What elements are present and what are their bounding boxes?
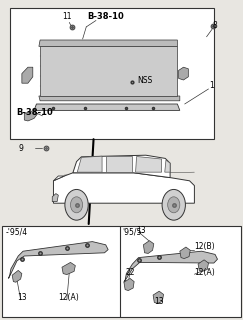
- Text: B-38-10: B-38-10: [87, 12, 124, 21]
- Text: 8: 8: [213, 21, 217, 30]
- Polygon shape: [24, 110, 38, 121]
- Polygon shape: [124, 251, 217, 282]
- Polygon shape: [106, 156, 132, 172]
- Polygon shape: [153, 291, 164, 303]
- Polygon shape: [124, 278, 134, 291]
- Circle shape: [65, 189, 88, 220]
- Text: 1: 1: [209, 81, 214, 90]
- Polygon shape: [73, 155, 170, 178]
- Circle shape: [168, 197, 180, 213]
- Polygon shape: [198, 260, 208, 271]
- Text: 22: 22: [125, 268, 135, 277]
- Circle shape: [162, 189, 185, 220]
- Bar: [2, 226, 241, 317]
- Text: 13: 13: [154, 297, 164, 306]
- Polygon shape: [136, 156, 162, 172]
- Text: '95/5-: '95/5-: [123, 228, 145, 237]
- Circle shape: [70, 197, 83, 213]
- Text: B-38-10: B-38-10: [16, 108, 52, 117]
- Polygon shape: [39, 40, 177, 46]
- Polygon shape: [53, 173, 194, 203]
- Bar: [10, 8, 214, 139]
- Polygon shape: [179, 67, 188, 80]
- Text: NSS: NSS: [137, 76, 153, 85]
- Text: 12(A): 12(A): [58, 293, 79, 302]
- Polygon shape: [62, 262, 75, 275]
- Polygon shape: [39, 96, 180, 101]
- Polygon shape: [180, 247, 190, 259]
- Polygon shape: [143, 241, 154, 253]
- Text: 13: 13: [136, 226, 146, 235]
- Polygon shape: [34, 104, 180, 110]
- Polygon shape: [53, 176, 64, 181]
- Polygon shape: [165, 160, 170, 172]
- Polygon shape: [12, 270, 22, 282]
- Polygon shape: [52, 194, 58, 202]
- Polygon shape: [22, 67, 33, 83]
- Polygon shape: [9, 242, 108, 278]
- Polygon shape: [40, 46, 177, 96]
- Text: 13: 13: [17, 293, 27, 302]
- Text: 9: 9: [18, 144, 23, 153]
- Text: 12(A): 12(A): [194, 268, 215, 277]
- Text: -'95/4: -'95/4: [6, 228, 28, 237]
- Polygon shape: [77, 156, 102, 172]
- Text: 12(B): 12(B): [194, 242, 215, 251]
- Text: 11: 11: [62, 12, 71, 21]
